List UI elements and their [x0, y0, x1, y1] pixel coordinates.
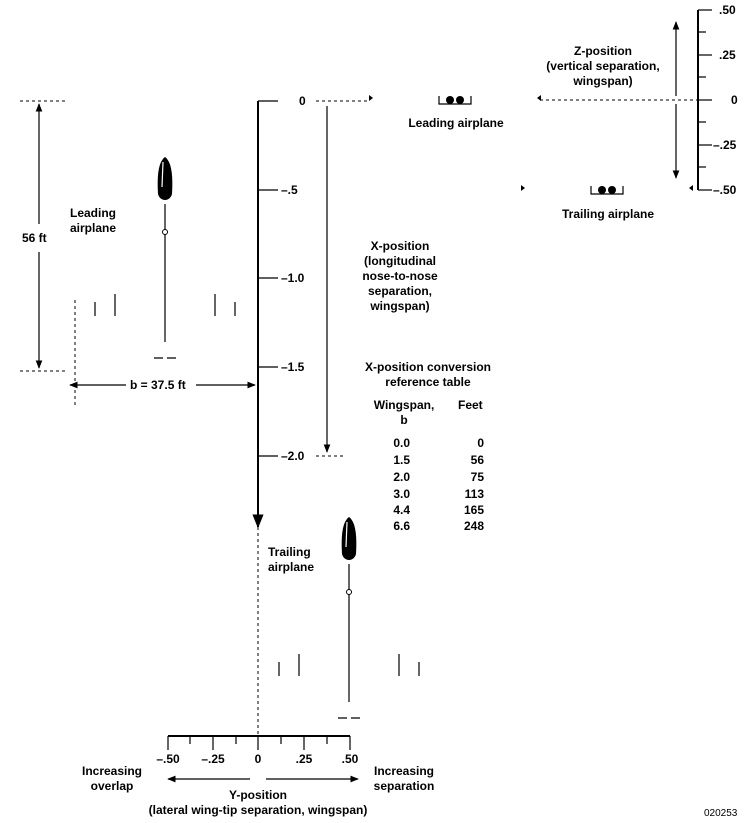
table-title: X-position conversion reference table [364, 360, 491, 389]
length-dimension [20, 100, 65, 372]
length-label: 56 ft [22, 231, 47, 245]
table-row: 165 [463, 503, 484, 517]
table-row: 0 [477, 436, 484, 450]
span-label: b = 37.5 ft [130, 378, 186, 392]
table-col1-header: Wingspan, b [373, 398, 435, 427]
z-tick-1: .25 [719, 48, 736, 62]
figure-id: 020253 [704, 808, 738, 819]
z-tick-0: .50 [719, 3, 736, 17]
x-tick-1: –.5 [281, 183, 298, 197]
y-axis [167, 735, 359, 783]
table-row: 75 [470, 470, 484, 484]
z-tick-3: –.25 [713, 138, 737, 152]
y-tick-3: .25 [295, 752, 313, 766]
leading-airplane-front-label: Leading airplane [408, 116, 504, 130]
table-row: 1.5 [393, 453, 410, 467]
y-right-label: Increasing separation [373, 764, 435, 793]
z-tick-4: –.50 [713, 183, 737, 197]
trailing-airplane-front-view [520, 149, 694, 199]
leading-airplane-front-view [368, 59, 542, 109]
z-tick-2: 0 [731, 93, 738, 107]
table-row: 4.4 [393, 503, 410, 517]
y-tick-1: –.25 [201, 752, 225, 766]
table-col2-header: Feet [458, 398, 483, 412]
z-axis [540, 9, 712, 191]
x-tick-4: –2.0 [281, 449, 305, 463]
table-row: 248 [463, 519, 484, 533]
table-row: 3.0 [393, 487, 410, 501]
x-tick-3: –1.5 [281, 360, 305, 374]
x-axis [252, 100, 370, 750]
x-tick-2: –1.0 [281, 271, 305, 285]
trailing-airplane-front-label: Trailing airplane [561, 207, 655, 221]
table-row: 0.0 [393, 436, 410, 450]
y-left-label: Increasing overlap [81, 764, 143, 793]
x-tick-0: 0 [299, 94, 306, 108]
table-row: 2.0 [393, 470, 410, 484]
table-row: 56 [470, 453, 484, 467]
leading-airplane-label: Leading airplane [70, 206, 117, 235]
y-tick-4: .50 [341, 752, 359, 766]
y-tick-2: 0 [254, 752, 262, 766]
y-axis-title: Y-position (lateral wing-tip separation, … [148, 788, 368, 817]
leading-airplane-top-view [79, 101, 251, 385]
x-axis-title: X-position (longitudinal nose-to-nose se… [362, 239, 438, 313]
table-row: 6.6 [393, 519, 410, 533]
table-row: 113 [464, 487, 484, 501]
y-tick-0: –.50 [156, 752, 180, 766]
z-axis-title: Z-position (vertical separation, wingspa… [546, 44, 660, 88]
trailing-airplane-label: Trailing airplane [268, 545, 315, 574]
span-dimension [69, 300, 256, 408]
